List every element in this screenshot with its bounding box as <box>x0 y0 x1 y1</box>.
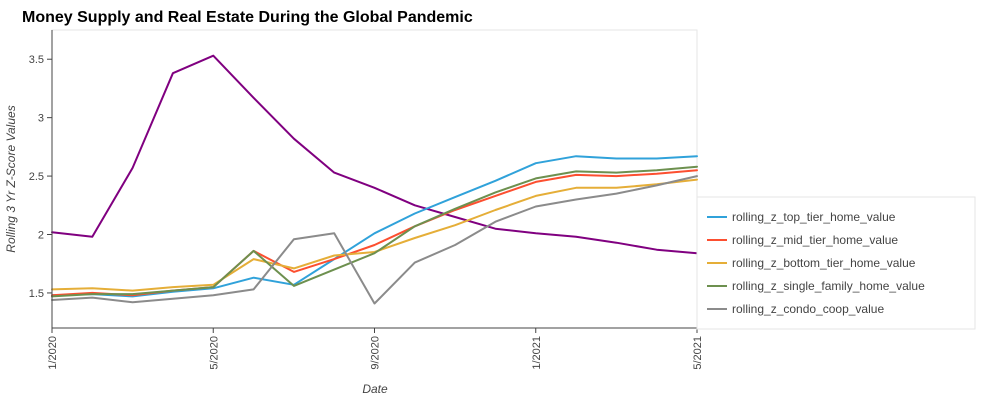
legend-label: rolling_z_mid_tier_home_value <box>732 233 898 247</box>
chart-title: Money Supply and Real Estate During the … <box>22 9 473 26</box>
series-line-rolling_z_single_family_home_value <box>51 165 698 298</box>
legend-label: rolling_z_bottom_tier_home_value <box>732 256 916 270</box>
y-tick-label: 2 <box>38 230 44 242</box>
y-tick-label: 3.5 <box>29 54 44 66</box>
series-line-rolling_z_condo_coop_value <box>51 175 698 305</box>
series-line-rolling_z_top_tier_home_value <box>51 155 698 298</box>
series-line-unlabeled-0 <box>51 54 698 255</box>
x-tick-label: 9/2020 <box>370 336 382 370</box>
legend: rolling_z_top_tier_home_value rolling_z_m… <box>696 196 976 330</box>
x-tick-label: 5/2020 <box>208 336 220 370</box>
legend-label: rolling_z_single_family_home_value <box>732 279 925 293</box>
x-axis-ticks: 1/2020 5/2020 9/2020 1/2021 5/2021 <box>47 328 704 370</box>
y-tick-label: 1.5 <box>29 288 44 300</box>
legend-label: rolling_z_top_tier_home_value <box>732 210 896 224</box>
x-tick-label: 1/2021 <box>531 336 543 370</box>
y-axis-label: Rolling 3 Yr Z-Score Values <box>4 105 18 252</box>
y-tick-label: 2.5 <box>29 171 44 183</box>
plot-frame <box>51 29 698 329</box>
series-lines <box>51 54 698 305</box>
x-tick-label: 1/2020 <box>47 336 59 370</box>
legend-box <box>696 196 976 330</box>
x-tick-label: 5/2021 <box>692 336 704 370</box>
y-tick-label: 3 <box>38 113 44 125</box>
x-axis-label: Date <box>362 382 388 396</box>
legend-label: rolling_z_condo_coop_value <box>732 302 884 316</box>
y-axis-ticks: 1.5 2 2.5 3 3.5 <box>29 54 52 300</box>
plot-area: 1.5 2 2.5 3 3.5 1/2020 5/2020 9/2020 1/2021 5/20… <box>29 29 704 370</box>
